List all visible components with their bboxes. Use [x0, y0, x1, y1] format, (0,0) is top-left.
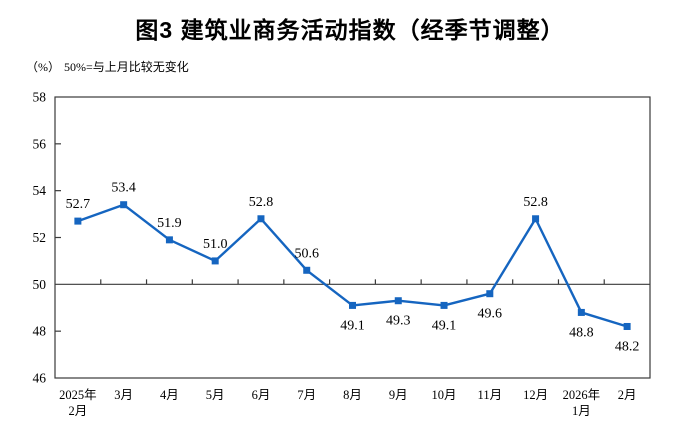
y-axis-unit-label: （%）: [26, 60, 60, 74]
x-axis-label: 2025年: [59, 388, 97, 402]
x-axis-label: 1月: [572, 404, 591, 418]
x-axis-label: 12月: [523, 388, 548, 402]
data-point-marker: [394, 297, 402, 305]
chart-subtitle: （%） 50%=与上月比较无变化: [26, 58, 189, 75]
data-point-marker: [74, 217, 82, 225]
x-axis-label: 4月: [160, 388, 179, 402]
data-point-marker: [165, 236, 173, 244]
data-point-label: 52.7: [66, 197, 91, 212]
data-point-marker: [257, 215, 265, 223]
data-point-marker: [440, 301, 448, 309]
data-point-label: 49.3: [386, 314, 411, 329]
x-axis-label: 9月: [389, 388, 408, 402]
reference-note: 50%=与上月比较无变化: [64, 60, 189, 74]
data-point-label: 51.0: [203, 237, 228, 252]
y-axis-label: 46: [33, 371, 47, 386]
data-point-marker: [577, 308, 585, 316]
data-point-marker: [532, 215, 540, 223]
x-axis-label: 8月: [343, 388, 362, 402]
y-axis-label: 52: [33, 230, 47, 245]
y-axis-label: 56: [33, 136, 47, 151]
y-axis-label: 48: [33, 324, 47, 339]
x-axis-label: 7月: [297, 388, 316, 402]
y-axis-label: 54: [33, 183, 47, 198]
data-point-marker: [349, 301, 356, 309]
y-axis-label: 50: [33, 277, 47, 292]
data-point-label: 49.1: [432, 318, 457, 333]
data-point-marker: [120, 201, 128, 209]
data-point-label: 51.9: [157, 216, 182, 231]
data-point-label: 53.4: [111, 181, 136, 196]
data-point-marker: [303, 266, 311, 274]
chart-title: 图3 建筑业商务活动指数（经季节调整）: [135, 17, 565, 43]
data-point-label: 52.8: [523, 195, 548, 210]
data-point-marker: [211, 257, 219, 265]
x-axis-label: 2026年: [563, 388, 601, 402]
data-point-marker: [486, 290, 494, 298]
x-axis-label: 10月: [432, 388, 457, 402]
data-point-label: 48.2: [615, 339, 640, 354]
x-axis-label: 2月: [69, 404, 88, 418]
data-point-label: 50.6: [294, 246, 319, 261]
x-axis-label: 11月: [478, 388, 503, 402]
x-axis-label: 2月: [618, 388, 637, 402]
data-point-label: 49.1: [340, 318, 365, 333]
plot-border: [54, 96, 651, 379]
x-axis-label: 3月: [114, 388, 133, 402]
x-axis-label: 6月: [252, 388, 271, 402]
y-axis-label: 58: [33, 90, 47, 105]
x-axis-label: 5月: [206, 388, 225, 402]
data-point-marker: [623, 322, 631, 330]
data-point-label: 49.6: [478, 307, 503, 322]
data-point-label: 52.8: [249, 195, 274, 210]
data-point-label: 48.8: [569, 325, 594, 340]
